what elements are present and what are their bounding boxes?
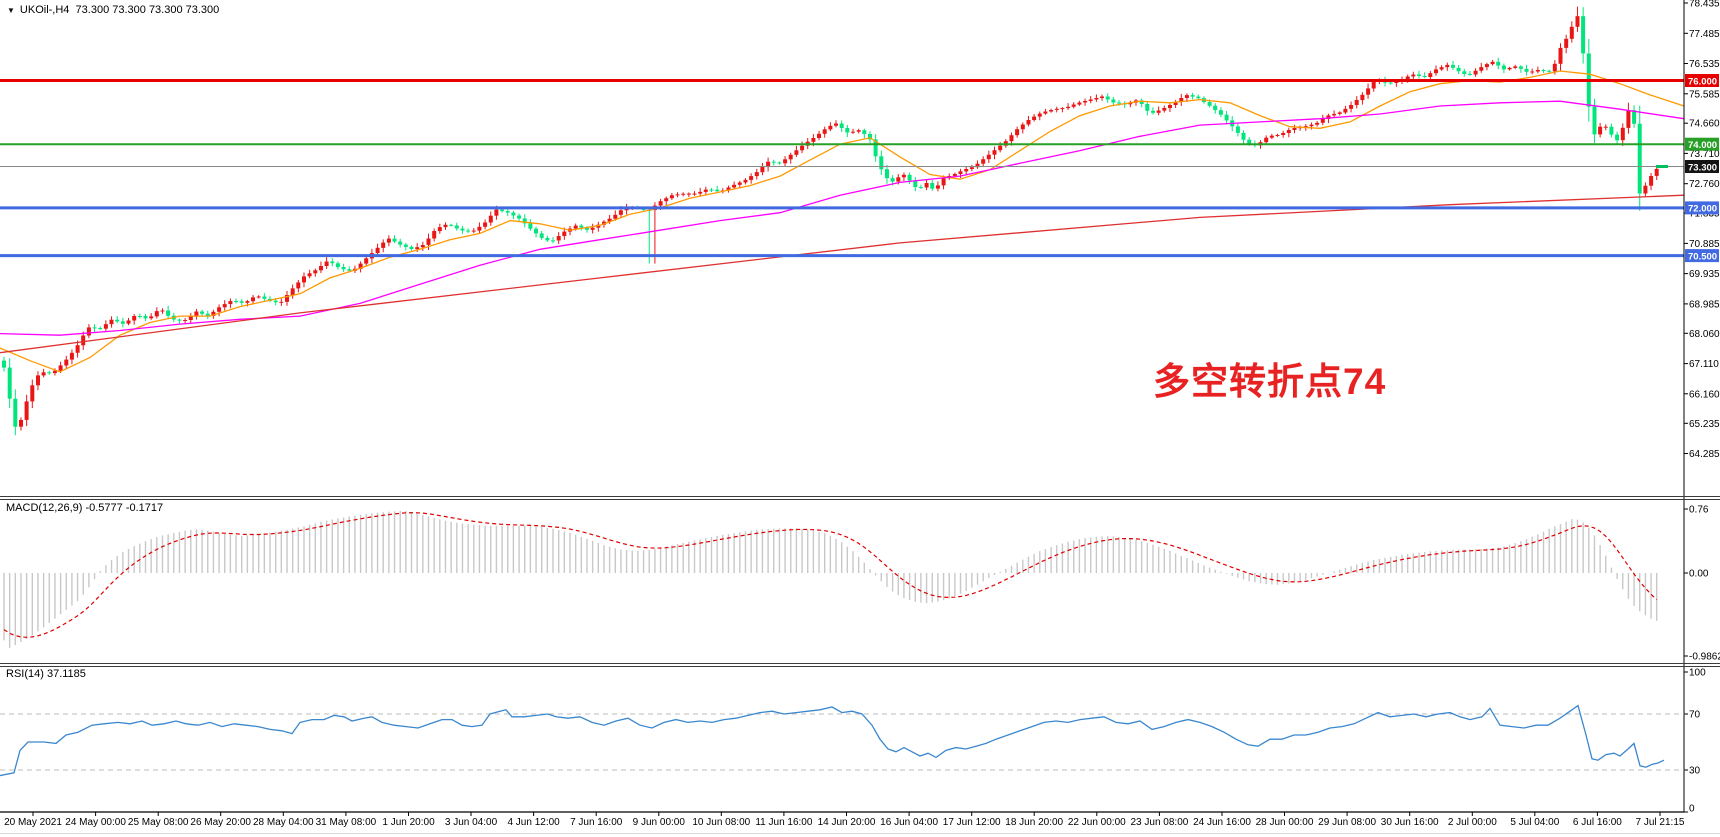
time-tick-label: 20 May 2021 [4,817,62,828]
time-tick-label: 14 Jun 20:00 [818,817,876,828]
price-tick-label: 76.535 [1689,59,1720,70]
time-tick-label: 30 Jun 16:00 [1381,817,1439,828]
price-level-tag: 70.500 [1685,249,1719,262]
time-tick-label: 11 Jun 16:00 [755,817,813,828]
chart-annotation-text[interactable]: 多空转折点74 [1153,361,1387,402]
time-axis-strip[interactable] [0,812,1720,837]
time-tick-label: 28 May 04:00 [253,817,314,828]
time-tick-label: 24 Jun 16:00 [1193,817,1251,828]
time-tick-label: 6 Jul 16:00 [1573,817,1622,828]
time-tick-label: 5 Jul 04:00 [1510,817,1559,828]
rsi-line [0,704,1665,777]
price-level-tag: 74.000 [1685,137,1719,151]
rsi-axis-ticks: 100 70 30 0 [1684,668,1706,815]
time-axis-ticks: 20 May 2021 24 May 00:00 25 May 08:00 26 Ma… [4,812,1685,828]
price-tick-label: 70.885 [1689,239,1720,250]
time-tick-label: 22 Jun 00:00 [1068,817,1126,828]
time-tick-label: 7 Jun 16:00 [570,817,623,828]
macd-indicator-label: MACD(12,26,9) -0.5777 -0.1717 [6,502,164,514]
time-tick-label: 18 Jun 20:00 [1005,817,1063,828]
time-tick-label: 17 Jun 12:00 [943,817,1001,828]
time-tick-label: 2 Jul 00:00 [1448,817,1497,828]
price-tick-label: 69.935 [1689,269,1720,280]
time-tick-label: 23 Jun 08:00 [1130,817,1188,828]
svg-text:74.000: 74.000 [1688,140,1717,151]
svg-text:70.500: 70.500 [1688,251,1717,262]
price-level-tag: 72.000 [1685,201,1719,215]
price-tick-label: 78.435 [1689,0,1720,10]
time-tick-label: 3 Jun 04:00 [445,817,498,828]
macd-histogram [3,510,1658,648]
macd-panel-area[interactable] [0,500,1684,663]
time-tick-label: 24 May 00:00 [65,817,126,828]
price-tick-label: 68.060 [1689,329,1720,340]
price-tick-label: 74.660 [1689,119,1720,130]
time-tick-label: 25 May 08:00 [128,817,189,828]
symbol-dropdown-icon[interactable]: ▼ [7,5,15,15]
svg-text:72.000: 72.000 [1688,204,1717,215]
macd-tick-label: 0.76 [1689,505,1709,516]
time-tick-label: 7 Jul 21:15 [1636,817,1685,828]
price-tick-label: 72.760 [1689,179,1720,190]
time-tick-label: 26 May 20:00 [190,817,251,828]
price-level-tag: 76.000 [1685,74,1719,87]
price-tick-label: 66.160 [1689,389,1720,400]
macd-tick-label: -0.9862 [1689,652,1720,663]
macd-axis-ticks: 0.76 0.00 -0.9862 [1684,505,1720,663]
time-tick-label: 28 Jun 00:00 [1256,817,1314,828]
rsi-tick-label: 0 [1689,804,1695,815]
time-tick-label: 31 May 08:00 [316,817,377,828]
ma-mid-magenta [0,100,1685,336]
main-chart-area[interactable] [0,0,1684,496]
price-tick-label: 75.585 [1689,89,1720,100]
price-tick-label: 77.485 [1689,29,1720,40]
price-level-tag: 73.300 [1685,160,1719,173]
rsi-tick-label: 70 [1689,710,1701,721]
svg-text:76.000: 76.000 [1688,76,1717,87]
rsi-tick-label: 100 [1689,668,1706,679]
price-axis-ticks: 78.435 77.485 76.535 75.585 74.660 73.710 72.7… [1684,0,1720,460]
price-tick-label: 64.285 [1689,449,1720,460]
macd-signal-line [3,512,1658,638]
time-tick-label: 10 Jun 08:00 [692,817,750,828]
symbol-header: ▼ UKOil-,H4 73.300 73.300 73.300 73.300 [7,4,219,16]
symbol-ohlc-label: UKOil-,H4 73.300 73.300 73.300 73.300 [19,4,220,16]
rsi-tick-label: 30 [1689,766,1701,777]
rsi-panel-area[interactable] [0,666,1684,812]
macd-tick-label: 0.00 [1689,569,1709,580]
ma-slow-red [0,194,1685,354]
price-tick-label: 67.110 [1689,359,1719,370]
price-tick-label: 68.985 [1689,299,1720,310]
price-axis-strip[interactable] [1684,0,1720,812]
rsi-indicator-label: RSI(14) 37.1185 [6,668,86,680]
time-tick-label: 16 Jun 04:00 [880,817,938,828]
time-tick-label: 4 Jun 12:00 [507,817,560,828]
time-tick-label: 1 Jun 20:00 [382,817,435,828]
price-tick-label: 73.710 [1689,149,1720,160]
time-tick-label: 29 Jun 08:00 [1318,817,1376,828]
svg-text:73.300: 73.300 [1688,162,1717,173]
price-tick-label: 65.235 [1689,419,1720,430]
time-tick-label: 9 Jun 00:00 [633,817,686,828]
